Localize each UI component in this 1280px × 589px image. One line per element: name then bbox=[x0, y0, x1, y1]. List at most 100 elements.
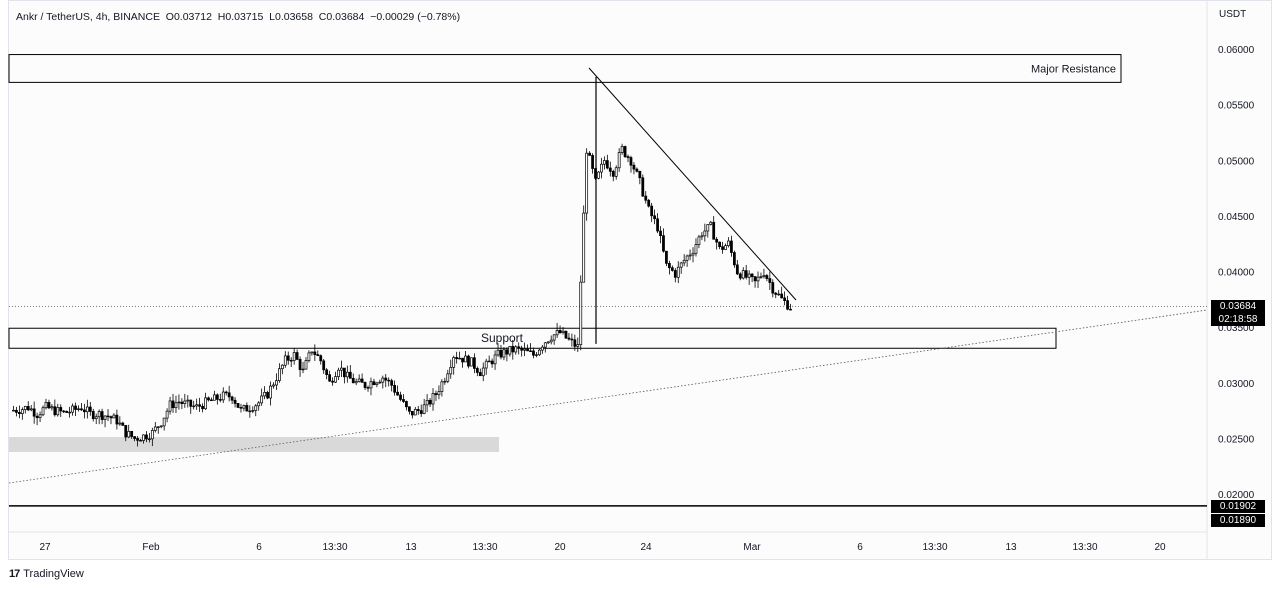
candle-up bbox=[682, 259, 686, 264]
candle-up bbox=[697, 236, 701, 246]
candle-down bbox=[396, 391, 399, 396]
candle-up bbox=[552, 334, 556, 341]
candle-down bbox=[668, 263, 671, 269]
candle-up bbox=[159, 425, 163, 428]
lower-support-band bbox=[9, 437, 499, 452]
candle-down bbox=[786, 300, 789, 310]
candle-down bbox=[313, 351, 317, 355]
chart-area[interactable] bbox=[8, 0, 1272, 560]
candle-down bbox=[210, 399, 213, 402]
candle-up bbox=[260, 395, 264, 404]
candle-up bbox=[340, 367, 343, 371]
candle-down bbox=[505, 349, 509, 355]
candle-down bbox=[65, 410, 69, 413]
candle-down bbox=[328, 374, 331, 382]
candle-down bbox=[647, 199, 651, 207]
candle-down bbox=[53, 406, 57, 416]
candle-down bbox=[428, 399, 432, 405]
candle-down bbox=[405, 401, 408, 408]
change-value: −0.00029 (−0.78%) bbox=[370, 11, 461, 23]
candle-down bbox=[88, 406, 92, 412]
candle-down bbox=[316, 354, 320, 356]
candle-up bbox=[413, 409, 417, 416]
candle-down bbox=[419, 410, 423, 414]
candle-up bbox=[168, 400, 172, 412]
candle-up bbox=[283, 355, 287, 366]
candle-down bbox=[80, 408, 83, 411]
candle-up bbox=[425, 399, 429, 406]
tradingview-brand[interactable]: 17 TradingView bbox=[9, 568, 84, 580]
candle-down bbox=[490, 360, 494, 365]
candle-down bbox=[366, 387, 370, 389]
support-label: Support bbox=[481, 331, 524, 345]
candle-down bbox=[207, 397, 210, 401]
candle-up bbox=[275, 380, 278, 386]
candle-down bbox=[611, 170, 615, 177]
y-tick-label: 0.06000 bbox=[1218, 45, 1255, 56]
candle-up bbox=[337, 369, 340, 377]
candle-up bbox=[71, 405, 74, 413]
candle-up bbox=[576, 344, 580, 347]
candle-up bbox=[487, 360, 491, 363]
candle-down bbox=[455, 357, 459, 360]
candle-up bbox=[777, 293, 781, 296]
y-tick-label: 0.04000 bbox=[1218, 268, 1255, 279]
candle-down bbox=[478, 372, 482, 377]
candle-up bbox=[280, 364, 284, 370]
candle-up bbox=[378, 381, 382, 384]
candle-up bbox=[242, 405, 246, 409]
candle-up bbox=[440, 381, 444, 392]
candle-up bbox=[56, 407, 60, 416]
candle-up bbox=[357, 378, 361, 382]
candle-up bbox=[301, 368, 305, 371]
candle-up bbox=[543, 342, 547, 348]
candle-up bbox=[458, 357, 461, 360]
x-tick-label: 20 bbox=[1154, 542, 1166, 553]
candle-up bbox=[452, 357, 456, 368]
y-tick-label: 0.05000 bbox=[1218, 156, 1255, 167]
candle-up bbox=[44, 402, 48, 409]
candle-down bbox=[180, 401, 184, 404]
candle-down bbox=[15, 409, 18, 413]
candle-down bbox=[322, 360, 326, 371]
candle-down bbox=[632, 164, 636, 170]
tradingview-logo-icon: 17 bbox=[9, 568, 20, 580]
candle-down bbox=[718, 241, 721, 248]
candle-up bbox=[538, 349, 541, 356]
candle-up bbox=[496, 349, 500, 356]
candle-up bbox=[186, 399, 190, 402]
candle-up bbox=[706, 224, 710, 232]
candle-up bbox=[29, 408, 33, 411]
candle-up bbox=[192, 405, 196, 408]
candle-down bbox=[653, 215, 656, 220]
candle-down bbox=[662, 235, 665, 252]
x-tick-label: 13:30 bbox=[322, 542, 347, 553]
candle-up bbox=[278, 368, 281, 381]
x-tick-label: 13 bbox=[405, 542, 417, 553]
candle-down bbox=[768, 278, 772, 283]
candle-down bbox=[100, 411, 104, 420]
candle-up bbox=[165, 410, 169, 419]
candle-down bbox=[765, 275, 769, 279]
candle-up bbox=[127, 431, 131, 438]
candle-up bbox=[381, 377, 385, 383]
candle-down bbox=[644, 195, 648, 201]
candle-down bbox=[325, 369, 329, 375]
candle-down bbox=[59, 407, 63, 412]
candle-up bbox=[68, 411, 71, 414]
candle-up bbox=[310, 351, 314, 354]
candle-down bbox=[467, 355, 470, 367]
candle-up bbox=[213, 394, 216, 401]
candle-down bbox=[139, 439, 142, 442]
candle-down bbox=[641, 177, 645, 197]
candle-down bbox=[771, 282, 775, 294]
candle-down bbox=[227, 392, 231, 398]
candle-up bbox=[148, 438, 151, 440]
candle-down bbox=[331, 380, 334, 383]
candle-up bbox=[508, 346, 512, 355]
candle-down bbox=[47, 402, 51, 409]
y-tick-label: 0.02000 bbox=[1218, 490, 1255, 501]
candle-down bbox=[363, 382, 367, 388]
candle-up bbox=[727, 240, 730, 247]
